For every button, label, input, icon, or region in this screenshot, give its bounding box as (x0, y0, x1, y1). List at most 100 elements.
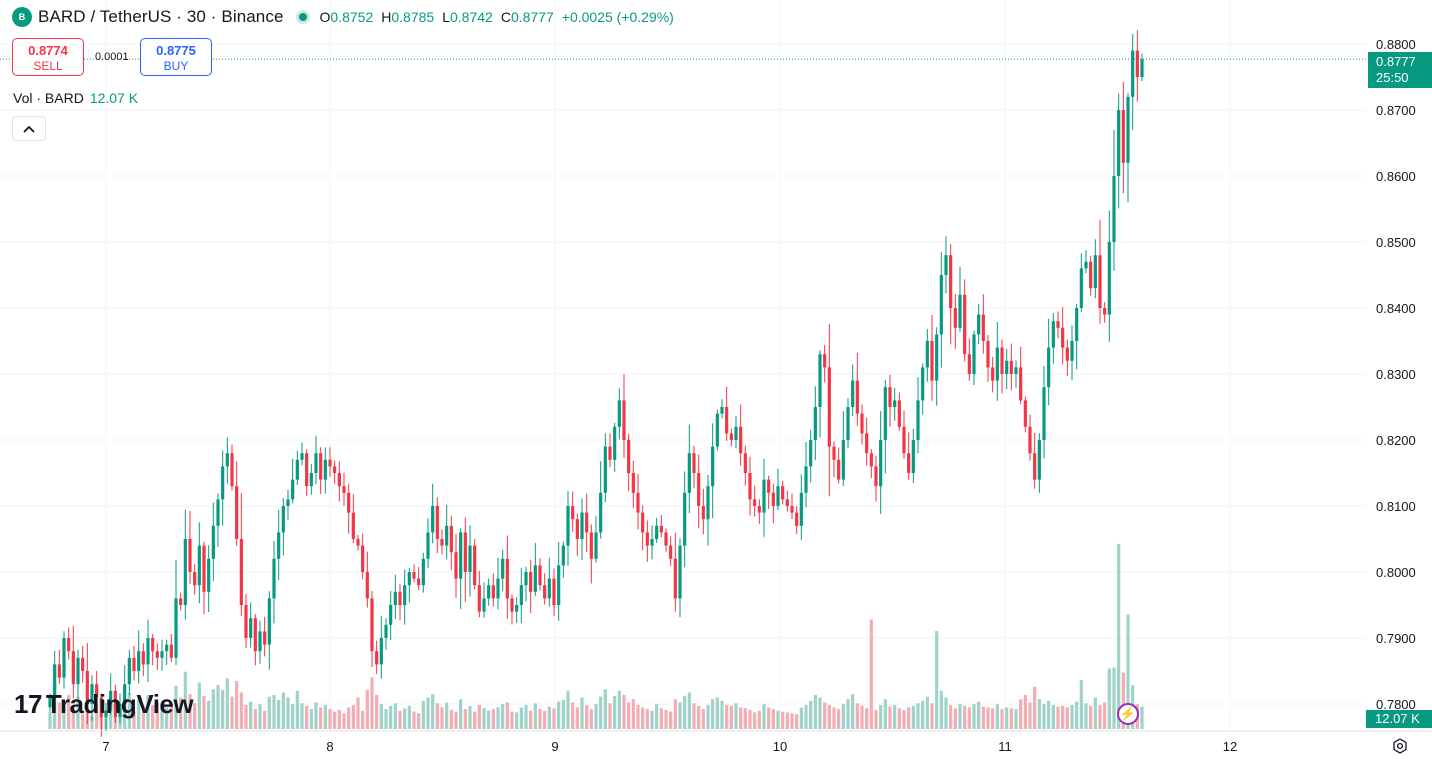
sell-button[interactable]: 0.8774 SELL (12, 38, 84, 76)
high-value: 0.8785 (391, 9, 435, 25)
candle-body (874, 466, 878, 487)
time-axis[interactable]: 7 8 9 10 11 12 (102, 739, 1237, 754)
candle-body (384, 624, 388, 638)
volume-bar (580, 697, 584, 729)
sell-price: 0.8774 (28, 43, 68, 58)
candle-body (743, 453, 747, 473)
volume-bar (911, 705, 915, 729)
candle-body (132, 657, 136, 671)
candle-body (328, 459, 332, 467)
volume-bar (389, 705, 393, 729)
tradingview-logo[interactable]: 17 TradingView (14, 689, 194, 720)
candle-body (711, 446, 715, 487)
candle-body (860, 413, 864, 434)
volume-bar (239, 692, 243, 729)
candle-body (286, 499, 290, 506)
volume-bar (160, 704, 164, 729)
volume-bar (944, 697, 948, 729)
volume-bar (482, 708, 486, 729)
volume-bar (141, 705, 145, 729)
volume-bar (673, 699, 677, 729)
volume-bar (417, 713, 421, 729)
volume-bar (617, 690, 621, 729)
candle-body (1084, 261, 1088, 269)
time-tick-label: 11 (998, 739, 1012, 754)
volume-bar (454, 711, 458, 729)
volume-bar (155, 702, 159, 729)
volume-bar (477, 704, 481, 729)
volume-bar (211, 689, 215, 729)
volume-bar (174, 685, 178, 729)
volume-bar (505, 702, 509, 729)
buy-button[interactable]: 0.8775 BUY (140, 38, 212, 76)
volume-bar (650, 710, 654, 729)
volume-bar (463, 709, 467, 729)
lightning-icon[interactable]: ⚡ (1117, 703, 1139, 725)
candle-body (1056, 321, 1060, 328)
symbol-title[interactable]: BARD / TetherUS · 30 · Binance (38, 7, 284, 26)
volume-bar (127, 693, 131, 729)
time-tick-label: 8 (326, 739, 333, 754)
candle-body (1037, 440, 1041, 480)
volume-bar (1065, 707, 1069, 729)
volume-bar (566, 690, 570, 729)
price-tick-label: 0.8200 (1376, 433, 1416, 448)
volume-bar (1075, 701, 1079, 729)
volume-bar (715, 697, 719, 729)
volume-legend[interactable]: Vol · BARD 12.07 K (13, 90, 138, 106)
candle-body (211, 525, 215, 559)
volume-bar (1112, 667, 1116, 729)
volume-bar (76, 696, 80, 729)
volume-bar (669, 711, 673, 729)
candle-body (897, 400, 901, 427)
candle-body (767, 479, 771, 493)
chart-settings-gear-icon[interactable] (1391, 737, 1409, 755)
volume-bar (879, 704, 883, 729)
volume-bar (832, 707, 836, 729)
price-axis[interactable]: 0.7800 0.7900 0.8000 0.8100 0.8200 0.8300 0.84… (1376, 37, 1416, 712)
volume-bar (347, 707, 351, 729)
candle-body (403, 585, 407, 605)
candle-body (235, 486, 239, 539)
candle-body (935, 334, 939, 381)
candle-body (477, 585, 481, 612)
volume-bar (697, 705, 701, 729)
candle-body (701, 506, 705, 520)
volume-bar (179, 697, 183, 729)
candle-body (762, 479, 766, 513)
volume-bar (753, 712, 757, 729)
volume-bar (403, 708, 407, 729)
candle-body (244, 605, 248, 638)
volume-bar (1009, 708, 1013, 729)
volume-bar (137, 699, 141, 729)
volume-bar (1047, 700, 1051, 729)
candle-body (953, 308, 957, 328)
candle-body (571, 506, 575, 520)
volume-bar (393, 703, 397, 729)
candle-body (655, 525, 659, 539)
tradingview-wordmark: TradingView (45, 689, 194, 719)
volume-bar (790, 713, 794, 729)
candle-body (109, 690, 113, 711)
candle-body (473, 545, 477, 586)
market-status-icon[interactable] (295, 10, 310, 24)
candle-body (347, 492, 351, 513)
volume-bar (855, 703, 859, 729)
volume-bar (575, 707, 579, 729)
candle-body (753, 499, 757, 506)
volume-bar (515, 712, 519, 729)
candle-body (524, 572, 528, 586)
volume-bar (365, 689, 369, 729)
candle-body (944, 255, 948, 275)
volume-bar (81, 714, 85, 729)
volume-bar (1042, 704, 1046, 729)
collapse-legend-button[interactable] (12, 116, 46, 141)
volume-bar (1019, 699, 1023, 729)
candle-body (916, 400, 920, 440)
candle-body (883, 387, 887, 440)
candle-body (487, 585, 491, 599)
volume-bar (230, 696, 234, 729)
candle-body (165, 644, 169, 652)
candle-body (813, 407, 817, 440)
